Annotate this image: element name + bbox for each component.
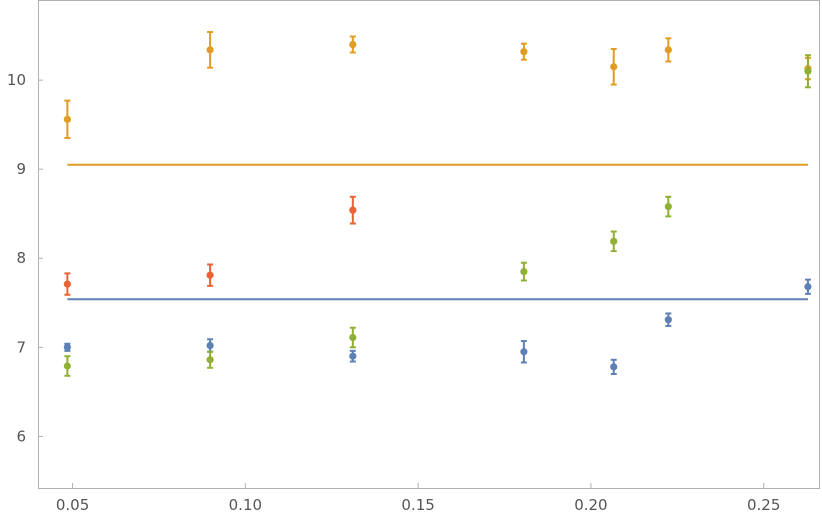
data-point [664, 202, 672, 211]
data-point [349, 40, 357, 49]
data-point [610, 63, 618, 71]
plot-frame [38, 0, 820, 489]
series-4 [63, 195, 357, 296]
data-point [63, 115, 71, 123]
data-point [63, 343, 71, 351]
data-point [664, 46, 672, 54]
x-tick-label: 0.20 [574, 496, 607, 514]
data-point [349, 333, 357, 342]
y-axis: 6 7 8 9 10 [7, 71, 43, 445]
data-point [610, 363, 618, 371]
data-point [804, 283, 812, 291]
series-3 [63, 54, 812, 377]
y-tick-label: 10 [7, 71, 26, 89]
data-point [349, 352, 357, 360]
y-tick-label: 6 [16, 427, 26, 445]
x-tick-label: 0.25 [747, 496, 780, 514]
data-point [610, 237, 618, 245]
data-series [63, 31, 812, 377]
data-point [206, 271, 214, 279]
x-axis: 0.05 0.10 0.15 0.20 0.25 [56, 483, 780, 514]
data-point [804, 67, 812, 75]
data-point [349, 206, 357, 214]
reference-lines [67, 163, 808, 301]
series-2 [63, 31, 812, 140]
y-tick-label: 8 [16, 249, 26, 267]
data-point [520, 48, 528, 56]
data-point [664, 316, 672, 324]
data-point [520, 268, 528, 276]
data-point [63, 362, 71, 370]
data-point [206, 46, 214, 54]
data-point [206, 341, 214, 350]
x-tick-label: 0.10 [229, 496, 262, 514]
series-1 [63, 278, 812, 376]
data-point [63, 280, 71, 288]
y-tick-label: 7 [16, 338, 26, 356]
data-point [520, 348, 528, 356]
x-tick-label: 0.15 [401, 496, 434, 514]
x-tick-label: 0.05 [56, 496, 89, 514]
y-tick-label: 9 [16, 160, 26, 178]
data-point [206, 356, 214, 364]
